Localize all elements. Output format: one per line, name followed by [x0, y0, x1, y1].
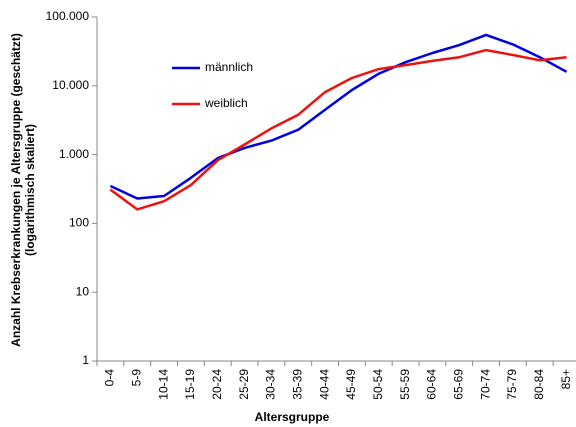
y-tick-label: 100 [69, 216, 89, 230]
x-tick-label: 5-9 [129, 369, 143, 387]
x-tick-label: 75-79 [505, 369, 519, 400]
x-tick-label: 85+ [559, 369, 573, 389]
data-line [109, 33, 568, 200]
x-tick-label: 35-39 [290, 369, 304, 400]
y-tick-label: 1 [82, 353, 89, 367]
x-tick-label: 15-19 [183, 369, 197, 400]
y-axis-title: (logarithmisch skaliert) [23, 124, 37, 256]
x-tick-label: 50-54 [371, 369, 385, 400]
x-tick-label: 45-49 [344, 369, 358, 400]
y-tick-label: 10.000 [52, 78, 89, 92]
legend-label: männlich [205, 60, 253, 74]
y-axis-title: Anzahl Krebserkrankungen je Altersgruppe… [9, 33, 23, 347]
x-tick-label: 70-74 [478, 369, 492, 400]
x-tick-label: 60-64 [425, 369, 439, 400]
data-line [109, 48, 567, 211]
x-tick-label: 0-4 [103, 369, 117, 387]
y-tick-label: 10 [76, 284, 90, 298]
x-tick-label: 65-69 [451, 369, 465, 400]
x-tick-label: 55-59 [398, 369, 412, 400]
x-tick-label: 25-29 [237, 369, 251, 400]
x-axis-title: Altersgruppe [255, 410, 330, 424]
y-tick-label: 1.000 [59, 147, 89, 161]
legend-label: weiblich [204, 96, 248, 110]
x-tick-label: 30-34 [264, 369, 278, 400]
x-tick-label: 20-24 [210, 369, 224, 400]
x-tick-label: 10-14 [156, 369, 170, 400]
x-tick-label: 80-84 [532, 369, 546, 400]
x-tick-label: 40-44 [317, 369, 331, 400]
y-tick-label: 100.000 [46, 9, 90, 23]
